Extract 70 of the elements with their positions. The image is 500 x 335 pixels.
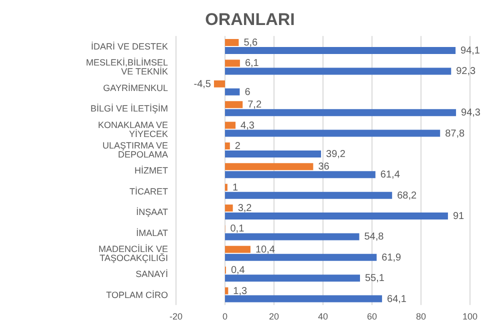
data-label: 4,3 — [240, 120, 255, 132]
data-label: 68,2 — [397, 190, 417, 202]
data-label: 3,2 — [238, 203, 252, 214]
data-label: 39,2 — [326, 148, 346, 160]
y-tick-label: ULAŞTIRMA VE DEPOLAMA — [102, 140, 168, 160]
bar — [225, 39, 239, 46]
data-label: 1,3 — [233, 286, 248, 297]
data-label: 61,9 — [382, 252, 402, 264]
data-label: 87,8 — [445, 128, 466, 140]
bar — [225, 122, 236, 129]
bar — [225, 287, 228, 294]
y-tick-label: TOPLAM CİRO — [106, 290, 168, 300]
data-label: 55,1 — [364, 273, 385, 284]
bar — [225, 109, 456, 116]
data-label: 64,1 — [387, 294, 407, 305]
y-tick-label: İNŞAAT — [136, 207, 168, 218]
data-label: 0,1 — [230, 224, 245, 235]
data-label: 6 — [244, 86, 251, 98]
bar — [225, 150, 322, 158]
data-label: 2 — [234, 140, 241, 152]
data-label: 94,1 — [460, 46, 480, 56]
data-label: 91 — [452, 211, 465, 222]
data-label: 10,4 — [255, 244, 276, 256]
y-tick-label: MADENCİLİK VE TAŞOCAKÇILIĞI — [98, 244, 168, 263]
x-tick-label: 80 — [416, 311, 426, 322]
bar — [225, 254, 377, 261]
x-tick-label: 60 — [366, 311, 378, 322]
data-label: 6,1 — [244, 58, 260, 70]
y-tick-label: BİLGİ VE İLETİŞİM — [90, 104, 168, 114]
chart-title: ORANLARI — [204, 9, 296, 31]
data-label: 5,6 — [244, 38, 258, 48]
bar — [225, 130, 440, 137]
data-label: 7,2 — [248, 100, 262, 111]
bar — [225, 60, 240, 67]
y-tick-label: HİZMET — [134, 166, 168, 176]
data-label: 1 — [232, 182, 238, 194]
bar — [225, 212, 448, 220]
bar — [225, 101, 243, 108]
bar — [225, 142, 230, 150]
y-tick-label: İMALAT — [136, 228, 168, 238]
bar — [225, 295, 382, 302]
y-tick-label: KONAKLAMA VE YİYECEK — [98, 120, 168, 139]
bar — [225, 171, 376, 178]
bar — [225, 47, 456, 54]
bar — [225, 233, 360, 240]
bar — [225, 246, 250, 253]
x-tick-label: 40 — [318, 311, 328, 322]
bar — [225, 274, 360, 282]
data-label: 61,4 — [380, 170, 400, 181]
bar — [225, 204, 233, 212]
data-label: -4,5 — [194, 78, 212, 90]
y-tick-label: GAYRİMENKUL — [103, 82, 168, 93]
y-tick-label: MESLEKİ,BİLİMSEL VE TEKNİK — [86, 58, 168, 77]
bar — [225, 68, 452, 75]
data-label: 0,4 — [230, 265, 246, 276]
data-label: 54,8 — [364, 232, 384, 243]
y-tick-label: TİCARET — [129, 186, 168, 196]
x-tick-label: 100 — [462, 311, 478, 322]
bar — [214, 80, 225, 88]
bar — [225, 163, 314, 170]
x-tick-label: 0 — [222, 311, 228, 322]
x-tick-label: 20 — [268, 311, 280, 322]
y-tick-label: SANAYİ — [136, 269, 168, 280]
data-label: 94,3 — [461, 108, 481, 119]
data-label: 92,3 — [456, 66, 476, 78]
x-tick-label: -20 — [169, 311, 183, 322]
y-tick-label: İDARİ VE DESTEK — [90, 42, 168, 52]
data-label: 36 — [318, 162, 330, 173]
bar — [225, 88, 240, 96]
bar — [225, 192, 392, 199]
